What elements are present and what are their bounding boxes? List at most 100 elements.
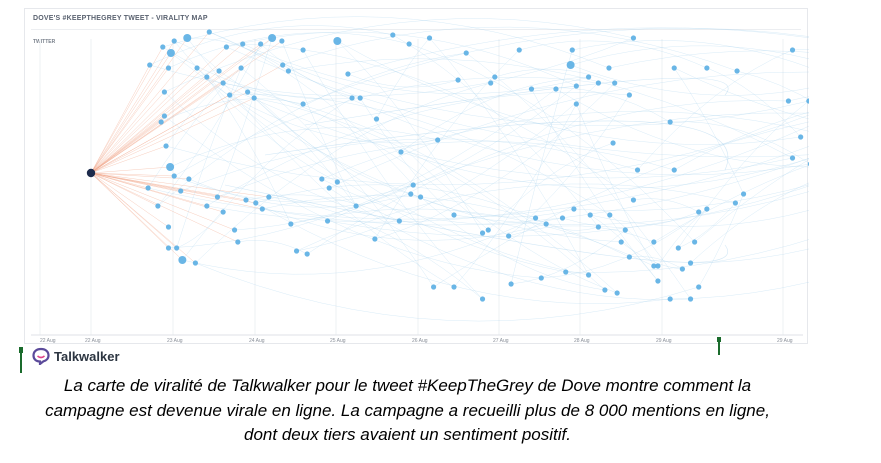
mention-node-31 (186, 176, 192, 182)
edge-secondary-153 (670, 281, 809, 300)
mention-node-93 (396, 218, 402, 224)
mention-node-66 (651, 239, 657, 245)
edge-secondary-116 (164, 115, 542, 279)
edge-secondary-26 (165, 82, 224, 147)
edge-secondary-119 (376, 118, 618, 294)
mention-node-120 (655, 278, 661, 284)
edge-secondary-17 (519, 40, 707, 69)
edge-secondary-92 (374, 49, 520, 240)
edge-secondary-41 (288, 58, 793, 159)
mention-node-17 (516, 47, 522, 53)
edge-secondary-90 (174, 40, 338, 183)
edge-secondary-40 (282, 26, 738, 72)
mention-node-12 (333, 37, 342, 45)
edge-secondary-56 (296, 82, 599, 252)
edge-secondary-80 (245, 194, 400, 222)
edge-secondary-130 (698, 193, 744, 288)
edge-secondary-121 (576, 103, 655, 267)
edge-secondary-127 (562, 211, 699, 228)
mention-node-107 (626, 254, 632, 260)
edge-primary-34 (90, 70, 220, 174)
mention-nodes (86, 29, 809, 302)
edge-secondary-151 (690, 248, 809, 264)
edge-secondary-0 (149, 25, 393, 66)
mention-node-136 (806, 98, 809, 104)
edge-secondary-36 (229, 94, 610, 216)
mention-node-49 (435, 137, 441, 143)
edge-secondary-39 (254, 97, 606, 291)
edge-secondary-87 (321, 111, 809, 180)
edge-secondary-46 (376, 37, 430, 120)
mention-node-13 (390, 32, 396, 38)
mention-node-102 (559, 215, 566, 221)
edge-secondary-28 (170, 127, 438, 168)
mention-node-76 (214, 194, 221, 200)
mention-node-105 (607, 212, 613, 218)
mention-node-36 (227, 92, 233, 98)
figure-caption: La carte de viralité de Talkwalker pour … (0, 374, 815, 448)
edge-secondary-48 (174, 175, 414, 203)
mention-node-54 (553, 86, 559, 92)
mention-node-26 (163, 143, 169, 149)
mention-node-77 (220, 209, 226, 215)
edge-secondary-137 (337, 40, 801, 145)
mention-node-78 (231, 227, 238, 233)
x-tick-label-8: 29 Aug (656, 338, 672, 344)
mention-node-29 (171, 173, 177, 179)
edge-secondary-95 (247, 91, 421, 198)
edge-primary-27 (90, 121, 162, 174)
edge-secondary-159 (226, 46, 809, 158)
mention-node-81 (253, 200, 259, 206)
mention-node-115 (508, 281, 514, 287)
mention-node-56 (595, 80, 601, 86)
edge-secondary-24 (164, 18, 634, 93)
edge-secondary-44 (162, 46, 353, 100)
x-tick-label-1: 22 Aug (85, 338, 101, 344)
x-axis-ticks: 22 Aug 22 Aug 23 Aug 24 Aug 25 Aug 26 Aug 27 A… (40, 338, 793, 344)
mention-node-25 (161, 113, 168, 119)
edge-secondary-152 (565, 239, 809, 273)
edge-secondary-64 (670, 121, 809, 164)
edge-secondary-81 (255, 184, 536, 219)
edge-secondary-47 (400, 76, 589, 153)
mention-node-133 (734, 68, 740, 74)
mention-node-75 (204, 203, 210, 209)
edge-primary-38 (90, 91, 248, 174)
mention-node-38 (245, 89, 251, 95)
edge-secondary-58 (508, 94, 630, 237)
caption-line-1: La carte de viralité de Talkwalker pour … (63, 376, 752, 395)
mention-node-6 (223, 44, 230, 50)
mention-node-110 (687, 260, 694, 266)
edge-secondary-35 (223, 82, 489, 231)
edge-primary-0 (90, 64, 150, 174)
edge-secondary-103 (410, 193, 574, 218)
caption-line-3: dont deux tiers avaient un sentiment pos… (244, 425, 571, 444)
mention-node-16 (463, 50, 469, 56)
platform-label: TWITTER (33, 39, 56, 45)
edge-secondary-55 (234, 85, 577, 231)
edge-secondary-15 (429, 37, 589, 276)
edge-primary-29 (90, 172, 175, 177)
edge-primary-35 (90, 82, 224, 174)
mention-node-23 (165, 65, 172, 71)
edge-primary-33 (90, 76, 207, 174)
edge-secondary-4 (187, 37, 289, 72)
mention-node-122 (679, 266, 685, 272)
edge-secondary-88 (329, 71, 809, 189)
mention-node-123 (696, 284, 702, 290)
mention-node-46 (373, 116, 380, 122)
edge-secondary-150 (573, 184, 809, 211)
left-marker-icon (19, 347, 23, 373)
mention-node-48 (410, 182, 416, 188)
edge-primary-82 (90, 172, 263, 210)
edge-secondary-136 (209, 31, 809, 127)
edge-secondary-123 (195, 262, 699, 322)
edge-secondary-52 (494, 68, 615, 84)
mention-node-7 (240, 41, 246, 47)
mention-node-71 (165, 245, 172, 251)
edge-secondary-110 (690, 182, 809, 264)
edge-secondary-13 (392, 34, 599, 228)
mention-node-90 (334, 179, 340, 185)
edge-primary-26 (90, 145, 167, 174)
edge-primary-77 (90, 172, 224, 213)
